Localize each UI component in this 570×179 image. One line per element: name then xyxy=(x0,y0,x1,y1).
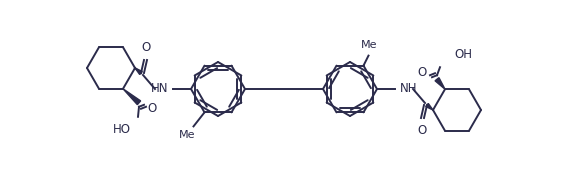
Text: HN: HN xyxy=(150,81,168,95)
Text: Me: Me xyxy=(179,130,196,140)
Text: HO: HO xyxy=(113,123,131,136)
Text: O: O xyxy=(141,41,150,54)
Text: NH: NH xyxy=(400,81,417,95)
Polygon shape xyxy=(426,103,433,110)
Text: Me: Me xyxy=(361,40,378,50)
Text: O: O xyxy=(417,124,426,137)
Polygon shape xyxy=(435,78,445,89)
Text: O: O xyxy=(147,102,156,115)
Polygon shape xyxy=(135,68,142,74)
Text: O: O xyxy=(418,66,427,79)
Polygon shape xyxy=(123,89,141,105)
Text: OH: OH xyxy=(454,48,472,61)
